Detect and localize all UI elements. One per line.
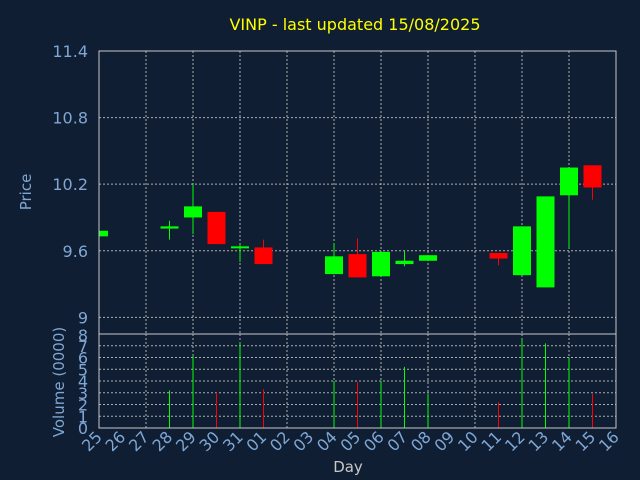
- volume-tick-label: 5: [78, 360, 88, 379]
- candle-body: [560, 167, 578, 196]
- volume-tick-label: 1: [78, 407, 88, 426]
- candle-body: [348, 254, 367, 278]
- volume-tick-label: 2: [78, 396, 88, 415]
- volume-bars: [169, 338, 593, 428]
- candle-body: [325, 256, 343, 275]
- candle-body: [184, 206, 202, 218]
- volume-tick-label: 3: [78, 384, 88, 403]
- volume-tick-label: 0: [78, 419, 88, 438]
- price-tick-label: 9: [78, 308, 88, 327]
- candles: [98, 165, 602, 288]
- price-tick-labels: 11.4 10.8 10.2 9.6 9: [52, 42, 88, 327]
- x-axis-label: Day: [333, 458, 363, 476]
- price-tick-label: 10.8: [52, 109, 88, 128]
- volume-panel-frame: [98, 333, 617, 429]
- candle-body: [536, 196, 555, 288]
- candle-body: [489, 252, 508, 259]
- volume-tick-label: 8: [78, 326, 88, 345]
- price-tick-label: 11.4: [52, 42, 88, 61]
- candle-body: [395, 260, 414, 265]
- price-axis-label: Price: [17, 174, 35, 211]
- volume-tick-label: 4: [78, 372, 88, 391]
- candle-body: [231, 246, 249, 249]
- price-tick-label: 9.6: [63, 242, 88, 261]
- candle-body: [99, 230, 108, 237]
- candle-body: [254, 247, 273, 265]
- chart-title: VINP - last updated 15/08/2025: [229, 15, 480, 34]
- day-tick-labels: 2526272829303101020304050607080910111213…: [78, 427, 623, 455]
- volume-tick-label: 6: [78, 349, 88, 368]
- candle-body: [513, 226, 531, 276]
- volume-tick-label: 7: [78, 337, 88, 356]
- candle-body: [372, 251, 390, 277]
- candle-body: [583, 165, 602, 188]
- candle-body: [207, 211, 226, 245]
- candle-body: [160, 226, 179, 229]
- volume-axis-label: Volume (0000): [50, 327, 68, 437]
- candle-body: [419, 255, 437, 261]
- price-tick-label: 10.2: [52, 175, 88, 194]
